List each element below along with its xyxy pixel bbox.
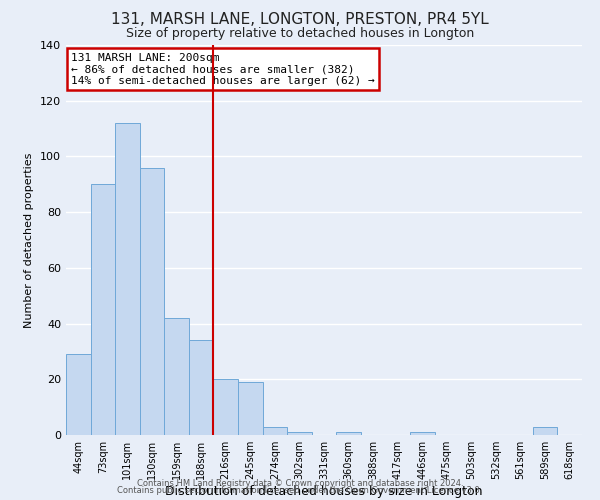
Bar: [287, 432, 312, 435]
Text: Size of property relative to detached houses in Longton: Size of property relative to detached ho…: [126, 28, 474, 40]
Y-axis label: Number of detached properties: Number of detached properties: [25, 152, 34, 328]
Text: 131 MARSH LANE: 200sqm
← 86% of detached houses are smaller (382)
14% of semi-de: 131 MARSH LANE: 200sqm ← 86% of detached…: [71, 53, 375, 86]
Bar: [66, 354, 91, 435]
Text: 131, MARSH LANE, LONGTON, PRESTON, PR4 5YL: 131, MARSH LANE, LONGTON, PRESTON, PR4 5…: [111, 12, 489, 28]
Bar: [533, 426, 557, 435]
Bar: [214, 380, 238, 435]
X-axis label: Distribution of detached houses by size in Longton: Distribution of detached houses by size …: [165, 485, 483, 498]
Text: Contains public sector information licensed under the Open Government Licence v3: Contains public sector information licen…: [118, 486, 482, 495]
Bar: [115, 123, 140, 435]
Bar: [189, 340, 214, 435]
Bar: [336, 432, 361, 435]
Bar: [263, 426, 287, 435]
Bar: [140, 168, 164, 435]
Text: Contains HM Land Registry data © Crown copyright and database right 2024.: Contains HM Land Registry data © Crown c…: [137, 478, 463, 488]
Bar: [238, 382, 263, 435]
Bar: [91, 184, 115, 435]
Bar: [410, 432, 434, 435]
Bar: [164, 318, 189, 435]
